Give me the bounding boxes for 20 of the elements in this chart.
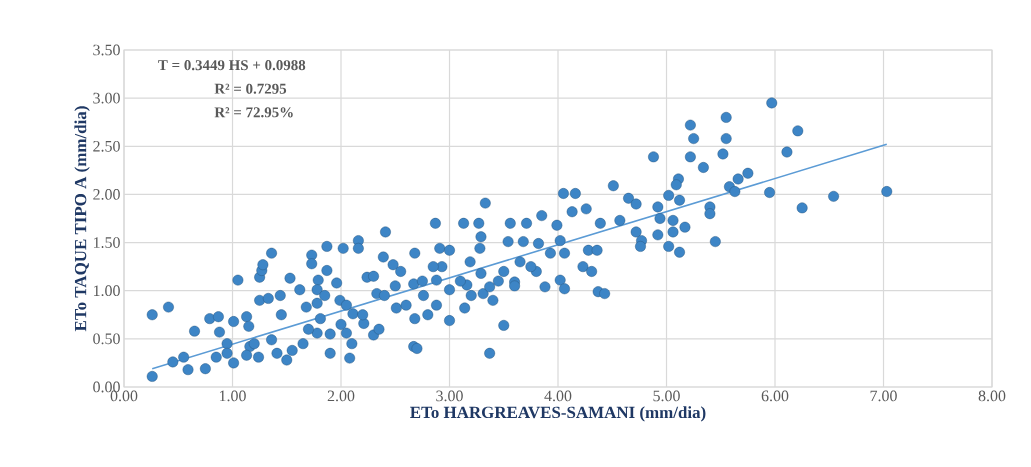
y-tick-label: 1.50: [93, 237, 120, 248]
x-tick-label: 6.00: [761, 390, 789, 402]
x-tick-label: 7.00: [870, 390, 897, 402]
y-tick-label: 2.00: [93, 189, 120, 200]
x-tick-label: 4.00: [544, 390, 572, 402]
y-tick-label: 3.50: [93, 44, 120, 56]
annotation: T = 0.3449 HS + 0.0988: [158, 60, 306, 71]
x-tick-label: 3.00: [436, 390, 463, 402]
x-tick-label: 2.00: [327, 390, 355, 402]
x-tick-label: 1.00: [219, 390, 246, 402]
y-axis-title: ETo TAQUE TIPO A (mm/dia): [74, 106, 90, 332]
x-tick-label: 5.00: [653, 390, 680, 402]
annotation: R² = 0.7295: [214, 83, 287, 94]
x-tick-label: 8.00: [978, 390, 1006, 402]
annotation: R² = 72.95%: [214, 107, 293, 118]
y-tick-label: 1.00: [93, 285, 120, 297]
x-axis-title: ETo HARGREAVES-SAMANI (mm/dia): [410, 406, 706, 422]
y-tick-label: 0.50: [93, 333, 120, 345]
y-tick-label: 3.00: [93, 92, 120, 104]
y-tick-label: 2.50: [93, 140, 120, 152]
